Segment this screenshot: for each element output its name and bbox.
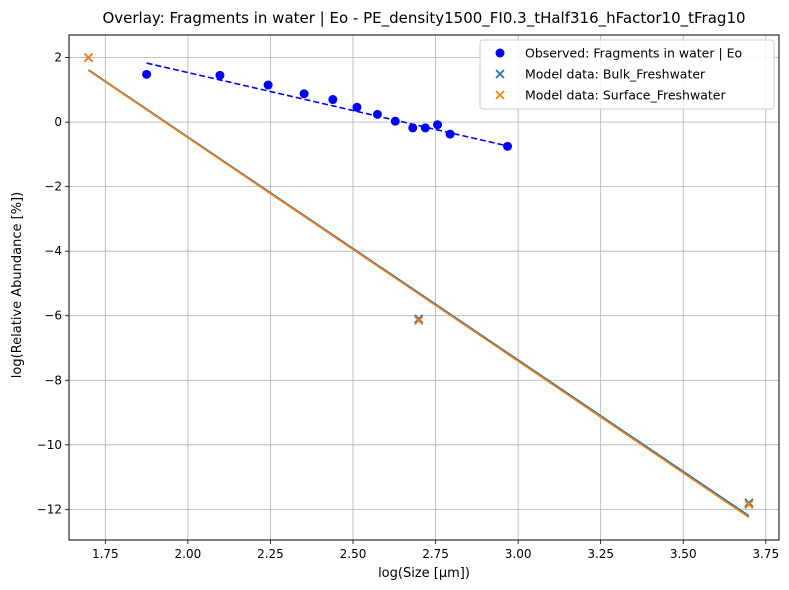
legend-marker: [495, 90, 505, 100]
observed-point: [352, 102, 362, 112]
x-marker-stroke: [495, 69, 505, 79]
plot-area: [83, 52, 754, 519]
observed-point: [215, 70, 225, 80]
observed-point: [503, 141, 513, 151]
observed-point: [433, 120, 443, 130]
x-tick-label: 2.50: [340, 547, 367, 561]
x-marker-stroke: [414, 314, 424, 324]
model-point: [744, 499, 754, 510]
x-marker-stroke: [744, 498, 754, 508]
x-marker-stroke: [744, 499, 754, 510]
observed-point: [299, 89, 309, 99]
legend-marker: [495, 48, 505, 58]
x-tick-label: 3.25: [587, 547, 614, 561]
y-tick-label: −2: [44, 180, 62, 194]
grid: [69, 35, 779, 540]
y-tick-label: 0: [54, 115, 62, 129]
x-axis-ticks: 1.75 2.00 2.25 2.50 2.75 3.00 3.25 3.50 3.75: [92, 540, 779, 561]
x-tick-label: 3.50: [670, 547, 697, 561]
y-tick-label: −8: [44, 373, 62, 387]
observed-point: [445, 129, 455, 139]
observed-point: [408, 123, 418, 133]
y-tick-label: 2: [54, 51, 62, 65]
y-axis-ticks: 2 0 −2 −4 −6 −8 −10 −12: [37, 51, 69, 516]
legend: Observed: Fragments in water | Eo Model d…: [479, 39, 775, 110]
y-axis-label: log(Relative Abundance [%]): [10, 192, 25, 378]
plot-frame: [68, 34, 780, 541]
legend-label: Observed: Fragments in water | Eo: [525, 46, 742, 61]
model-point: [744, 498, 754, 508]
y-tick-label: −6: [44, 309, 62, 323]
observed-point: [328, 95, 338, 105]
observed-point: [142, 69, 152, 79]
legend-box: [479, 39, 775, 110]
x-tick-label: 2.25: [257, 547, 284, 561]
y-tick-label: −4: [44, 244, 62, 258]
legend-marker: [495, 69, 505, 79]
model-point: [414, 315, 424, 326]
series-line: [88, 69, 750, 519]
model-point: [414, 314, 424, 324]
x-tick-label: 2.75: [422, 547, 449, 561]
legend-label: Model data: Bulk_Freshwater: [525, 67, 706, 82]
observed-point: [390, 116, 400, 126]
x-tick-label: 2.00: [175, 547, 202, 561]
x-marker-stroke: [83, 52, 94, 63]
y-tick-label: −12: [37, 502, 62, 516]
x-marker-stroke: [495, 90, 505, 100]
observed-point: [263, 80, 273, 90]
x-marker-stroke: [414, 315, 424, 326]
legend-label: Model data: Surface_Freshwater: [525, 88, 726, 103]
model-point: [83, 52, 94, 63]
x-tick-label: 1.75: [92, 547, 119, 561]
observed-point: [372, 109, 382, 119]
observed-point: [420, 123, 430, 133]
chart-title: Overlay: Fragments in water | Eo - PE_de…: [102, 9, 745, 28]
x-tick-label: 3.75: [752, 547, 779, 561]
y-tick-label: −10: [37, 438, 62, 452]
x-axis-label: log(Size [μm]): [378, 566, 470, 581]
x-tick-label: 3.00: [505, 547, 532, 561]
